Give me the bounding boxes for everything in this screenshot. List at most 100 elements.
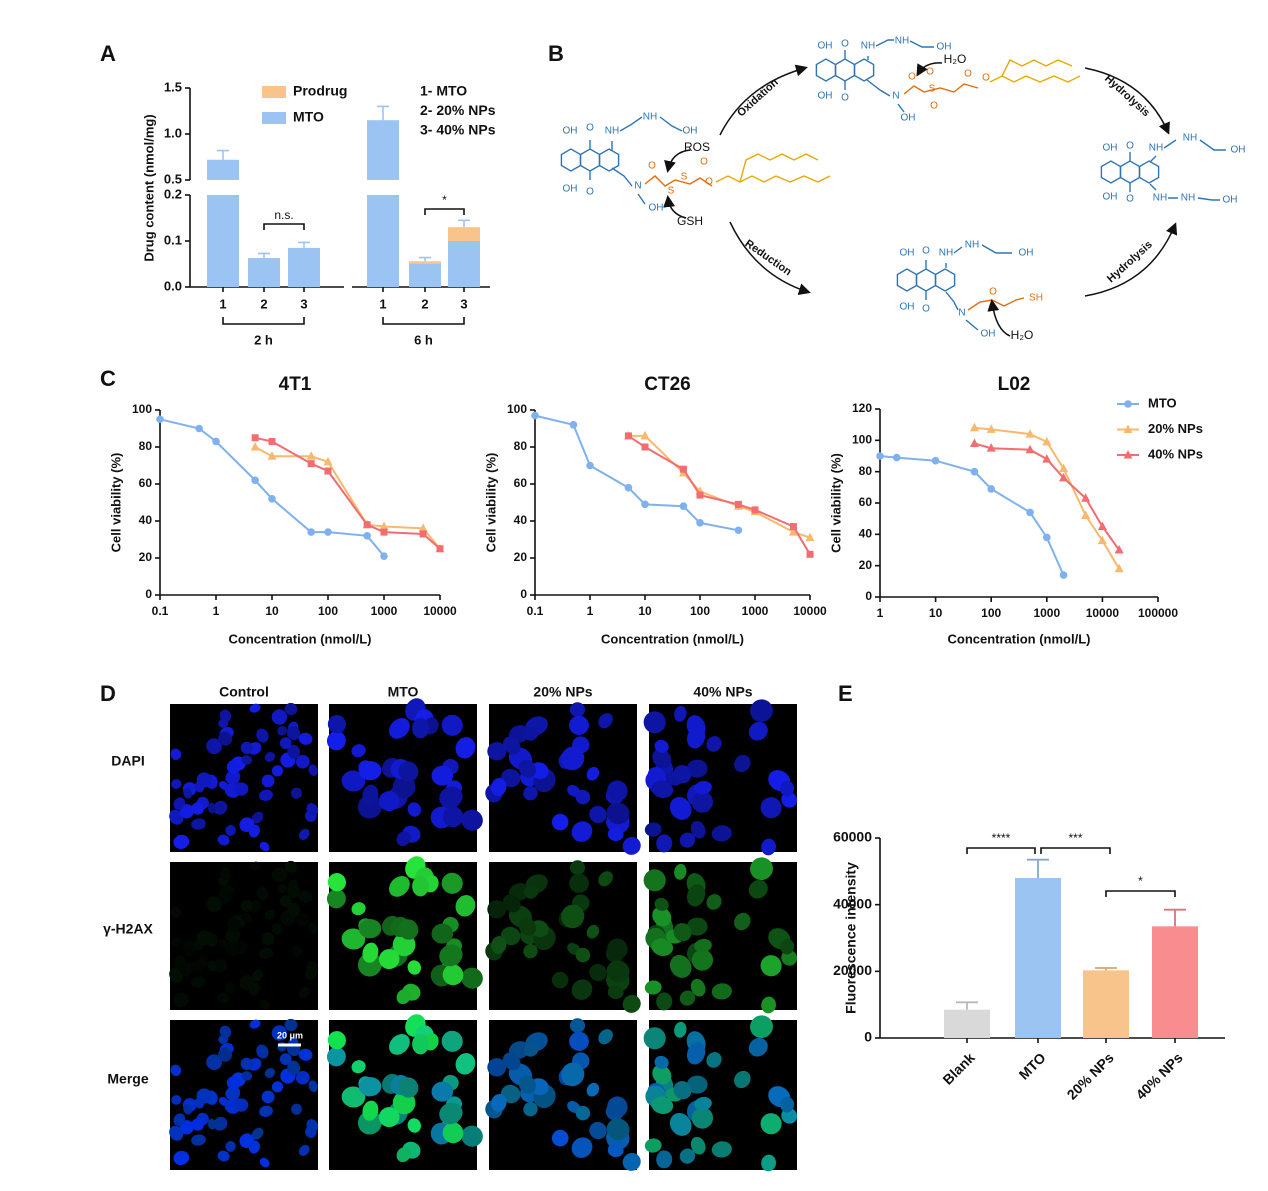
column-label: Control xyxy=(219,684,269,700)
nucleus xyxy=(644,822,662,837)
nucleus xyxy=(523,1042,539,1057)
nucleus xyxy=(378,791,400,812)
bond xyxy=(1149,183,1220,201)
ring xyxy=(896,268,918,292)
nucleus xyxy=(225,825,236,836)
marker xyxy=(969,422,979,432)
nucleus xyxy=(234,782,249,796)
bar-segment xyxy=(367,195,399,287)
nucleus xyxy=(407,802,421,817)
y-axis-label: Drug content (nmol/mg) xyxy=(141,114,156,261)
marker xyxy=(696,519,704,527)
nucleus xyxy=(259,947,273,959)
nucleus xyxy=(607,938,628,960)
nucleus xyxy=(575,947,591,963)
nucleus xyxy=(750,857,773,881)
nucleus xyxy=(748,1037,768,1057)
nucleus xyxy=(669,796,692,820)
nucleus xyxy=(455,1053,476,1075)
y-tick-label: 20 xyxy=(859,558,873,572)
bar-segment xyxy=(207,159,239,180)
marker xyxy=(734,526,743,535)
error-bar xyxy=(258,252,270,259)
nucleus xyxy=(277,884,287,894)
nucleus xyxy=(656,834,673,853)
error-bar xyxy=(419,256,431,262)
atom-label: NH xyxy=(939,248,953,259)
nucleus xyxy=(218,1047,233,1062)
x-tick-label: 100 xyxy=(690,604,710,618)
marker xyxy=(324,467,332,475)
series-line xyxy=(254,446,441,550)
panel-letter: C xyxy=(100,366,116,391)
nucleus xyxy=(656,1150,673,1169)
error-bar xyxy=(1027,858,1049,878)
micrograph xyxy=(485,1018,641,1171)
row-label: DAPI xyxy=(111,753,144,769)
x-tick-label: 1000 xyxy=(371,604,398,618)
error-bar xyxy=(217,149,229,160)
chart-title: CT26 xyxy=(644,374,690,395)
marker xyxy=(586,461,594,470)
nucleus xyxy=(183,788,192,799)
nucleus xyxy=(287,902,301,917)
nucleus xyxy=(461,809,483,831)
nucleus xyxy=(327,873,346,892)
ring xyxy=(1119,160,1141,184)
atom-label: SH xyxy=(1029,293,1043,304)
nucleus xyxy=(396,989,411,1005)
panel-letter: D xyxy=(100,681,116,706)
nucleus xyxy=(500,768,521,788)
marker xyxy=(569,421,578,429)
atom-label: OH xyxy=(683,126,698,137)
nucleus xyxy=(442,1122,464,1144)
y-axis-label: Cell viability (%) xyxy=(828,453,843,553)
significance-label: * xyxy=(1138,874,1143,888)
atom-label: OH xyxy=(818,41,833,52)
arrow xyxy=(1084,67,1170,135)
arrow xyxy=(663,195,687,219)
nucleus xyxy=(686,917,708,936)
atom-label: O xyxy=(586,123,594,134)
significance-label: * xyxy=(442,193,447,207)
marker xyxy=(931,456,940,465)
nucleus xyxy=(256,886,269,901)
nucleus xyxy=(643,869,666,892)
bar xyxy=(1015,878,1061,1038)
nucleus xyxy=(308,1080,318,1092)
marker xyxy=(1097,521,1107,530)
nucleus xyxy=(491,777,507,797)
nucleus xyxy=(326,731,346,751)
micrograph xyxy=(169,860,319,1010)
bond xyxy=(903,83,979,95)
nucleus xyxy=(487,742,507,761)
marker xyxy=(679,502,688,511)
key-text: 2- 20% NPs xyxy=(420,102,496,118)
significance-bracket xyxy=(1040,847,1111,854)
nucleus xyxy=(491,935,507,955)
nucleus xyxy=(271,709,288,725)
bar xyxy=(1152,926,1198,1038)
nucleus xyxy=(169,1125,184,1141)
nucleus xyxy=(351,744,366,758)
nucleus xyxy=(173,834,190,849)
y-tick-label: 100 xyxy=(852,433,872,447)
nucleus xyxy=(290,945,303,957)
atom-label: NH xyxy=(965,240,979,251)
nucleus xyxy=(673,765,692,784)
error-bar xyxy=(1095,967,1117,971)
atom-label: O xyxy=(930,101,938,112)
nucleus xyxy=(207,802,217,814)
bar-segment xyxy=(409,261,441,264)
marker xyxy=(806,550,814,558)
x-tick-label: 1 xyxy=(219,296,226,311)
marker xyxy=(380,552,388,560)
nucleus xyxy=(341,928,366,950)
nucleus xyxy=(173,955,186,968)
bar-segment xyxy=(207,195,239,287)
marker xyxy=(1114,545,1124,554)
y-tick-label: 120 xyxy=(852,401,872,415)
nucleus xyxy=(218,731,233,746)
nucleus xyxy=(248,824,260,838)
y-axis-label: Fluorescence intensity xyxy=(843,862,859,1014)
